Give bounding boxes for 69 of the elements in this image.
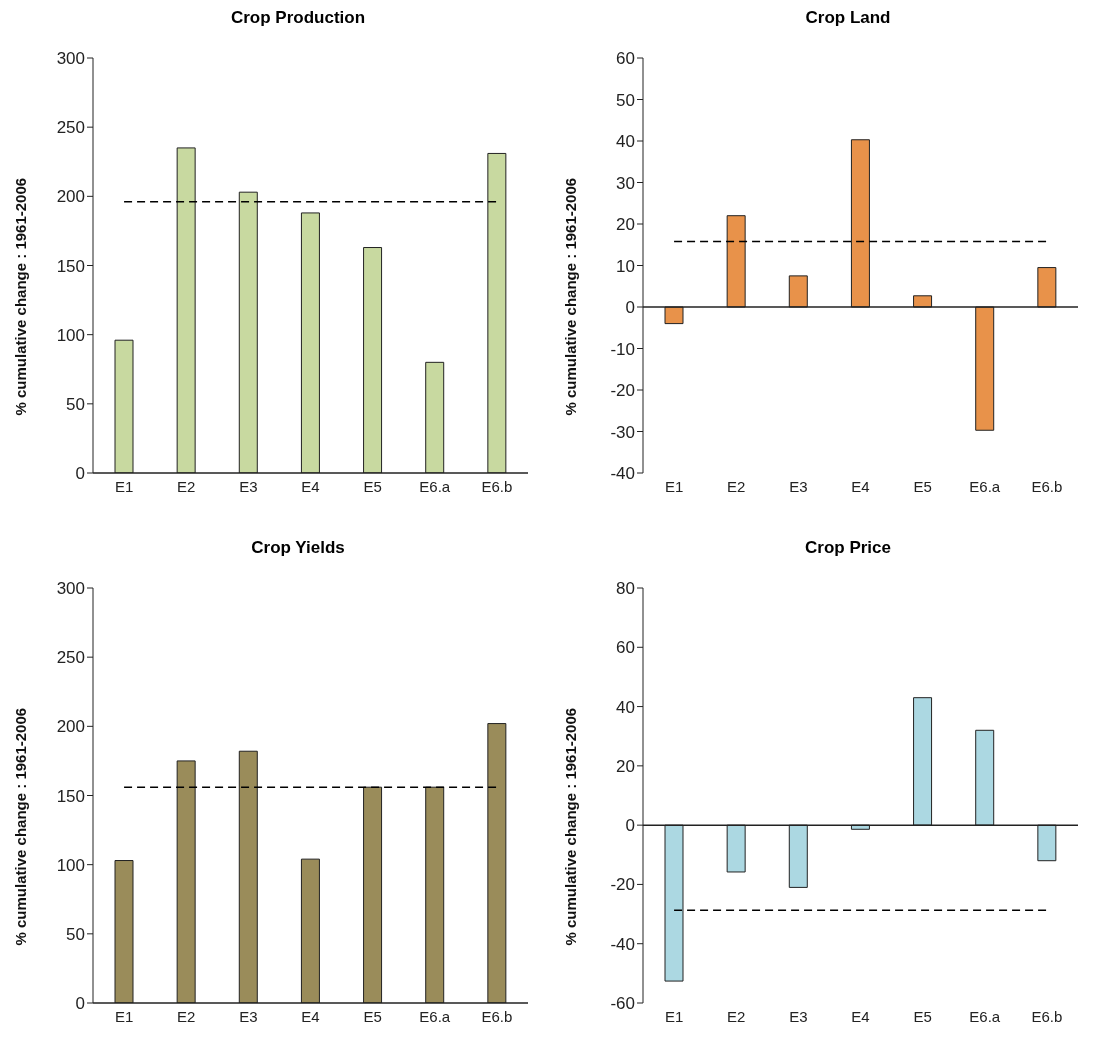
x-tick-label: E3: [239, 1007, 258, 1025]
x-tick-label: E2: [727, 1007, 746, 1025]
x-tick-label: E3: [239, 477, 258, 495]
x-tick-label: E4: [301, 477, 320, 495]
x-tick-label: E2: [727, 477, 746, 495]
x-tick-label: E6.a: [969, 477, 1001, 495]
y-tick-label: 0: [75, 994, 85, 1014]
x-tick-label: E1: [114, 1007, 134, 1025]
y-tick-label: 250: [56, 648, 85, 668]
x-tick-label: E5: [913, 1007, 932, 1025]
y-axis-title: % cumulative change : 1961-2006: [562, 707, 580, 946]
y-tick-label: -20: [610, 381, 635, 401]
y-tick-label: 50: [66, 394, 85, 414]
y-tick-label: 0: [75, 464, 85, 484]
x-tick-label: E5: [363, 477, 382, 495]
x-tick-label: E1: [664, 1007, 684, 1025]
y-tick-label: 300: [56, 579, 85, 599]
y-tick-label: 300: [56, 49, 85, 69]
x-tick-label: E4: [301, 1007, 320, 1025]
y-tick-label: -10: [610, 339, 635, 359]
y-tick-label: 50: [66, 924, 85, 944]
y-tick-label: 200: [56, 717, 85, 737]
x-tick-label: E6.b: [1031, 1007, 1063, 1025]
y-tick-label: -60: [610, 994, 635, 1014]
x-tick-label: E6.b: [1031, 477, 1063, 495]
x-tick-label: E6.a: [419, 477, 451, 495]
x-tick-label: E5: [913, 477, 932, 495]
y-tick-label: -40: [610, 934, 635, 954]
y-tick-label: 80: [616, 579, 635, 599]
y-tick-label: 200: [56, 187, 85, 207]
y-tick-label: 150: [56, 786, 85, 806]
y-tick-label: 60: [616, 638, 635, 658]
chart-title: Crop Price: [804, 538, 892, 559]
x-tick-label: E6.b: [481, 1007, 513, 1025]
chart-title: Crop Land: [804, 8, 892, 29]
y-tick-label: 0: [625, 298, 635, 318]
x-tick-label: E1: [664, 477, 684, 495]
y-axis-title: % cumulative change : 1961-2006: [562, 177, 580, 416]
y-tick-label: 100: [56, 325, 85, 345]
x-tick-label: E2: [177, 1007, 196, 1025]
y-tick-label: 60: [616, 49, 635, 69]
x-tick-label: E6.b: [481, 477, 513, 495]
y-tick-label: 40: [616, 697, 635, 717]
chart-title: Crop Production: [229, 8, 367, 29]
y-tick-label: 250: [56, 118, 85, 138]
y-tick-label: 20: [616, 215, 635, 235]
y-tick-label: 20: [616, 756, 635, 776]
x-tick-label: E5: [363, 1007, 382, 1025]
y-tick-label: 100: [56, 855, 85, 875]
y-tick-label: 40: [616, 132, 635, 152]
x-tick-label: E1: [114, 477, 134, 495]
y-tick-label: -40: [610, 464, 635, 484]
y-tick-label: 150: [56, 256, 85, 276]
y-tick-label: 10: [616, 256, 635, 276]
x-tick-label: E6.a: [969, 1007, 1001, 1025]
y-tick-label: 30: [616, 173, 635, 193]
x-tick-label: E3: [789, 1007, 808, 1025]
y-tick-label: -30: [610, 422, 635, 442]
y-axis-title: % cumulative change : 1961-2006: [12, 707, 30, 946]
x-tick-label: E3: [789, 477, 808, 495]
x-tick-label: E2: [177, 477, 196, 495]
x-tick-label: E6.a: [419, 1007, 451, 1025]
y-tick-label: -20: [610, 875, 635, 895]
chart-title: Crop Yields: [250, 538, 346, 559]
x-tick-label: E4: [851, 477, 870, 495]
y-tick-label: 0: [625, 816, 635, 836]
y-axis-title: % cumulative change : 1961-2006: [12, 177, 30, 416]
y-tick-label: 50: [616, 90, 635, 110]
x-tick-label: E4: [851, 1007, 870, 1025]
